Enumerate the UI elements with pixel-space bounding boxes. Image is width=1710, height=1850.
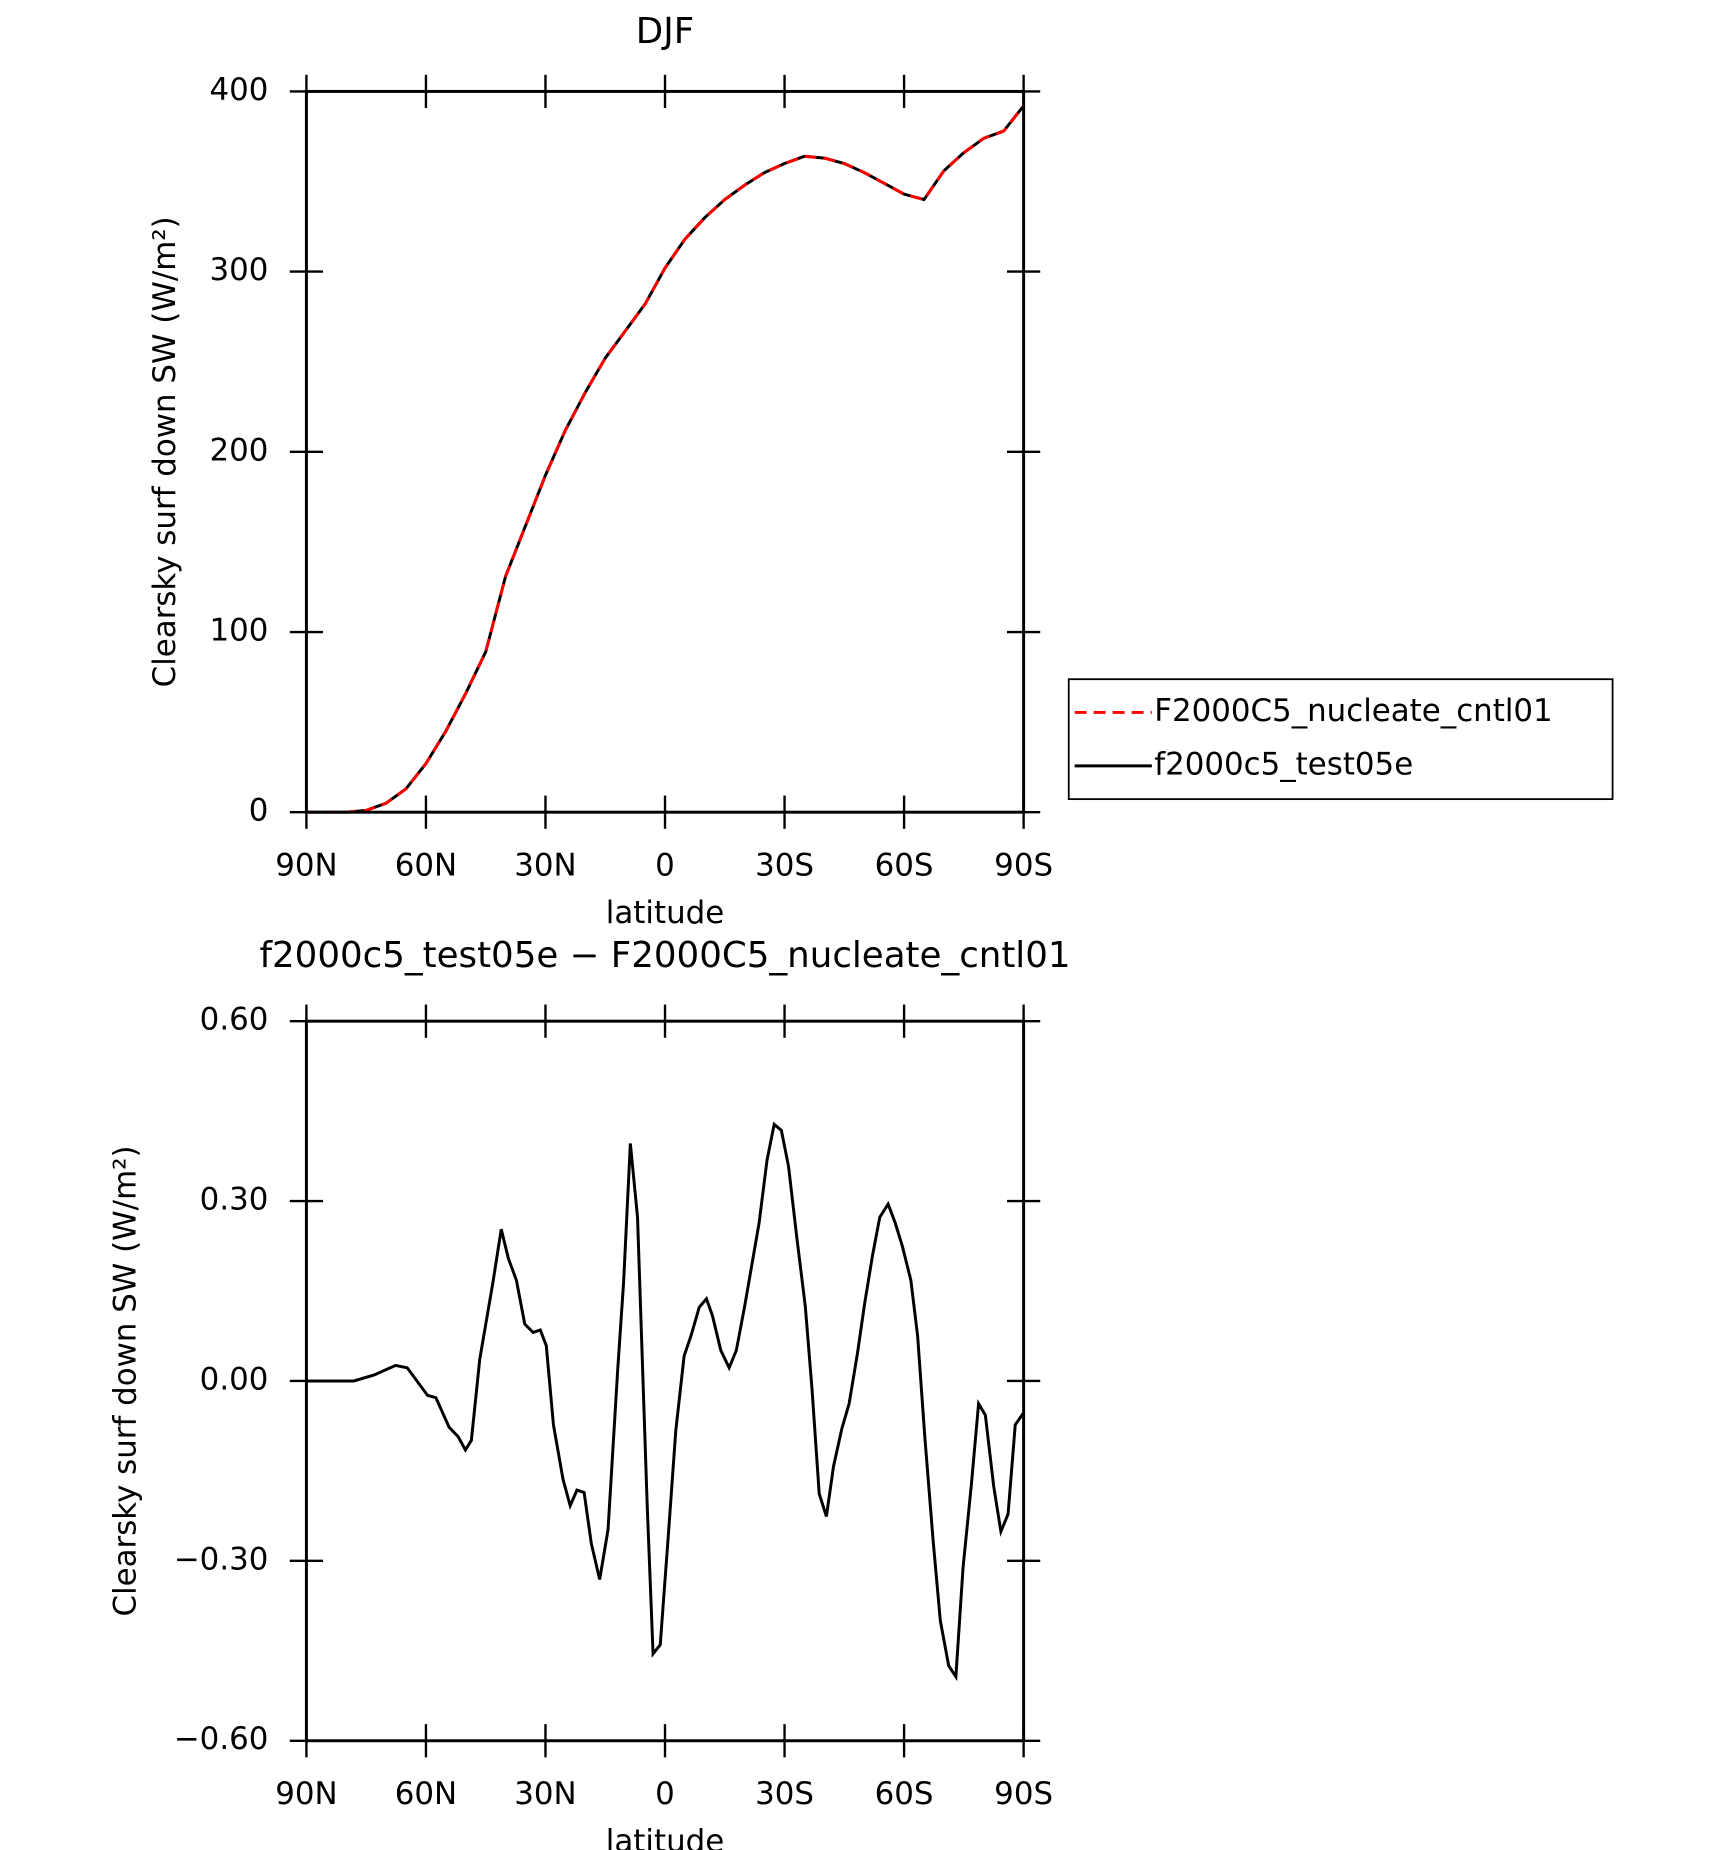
y-tick-label: 400 <box>210 72 269 108</box>
x-tick-label: 0 <box>655 1776 675 1812</box>
data-line <box>306 104 1025 814</box>
chart-title: f2000c5_test05e − F2000C5_nucleate_cntl0… <box>259 935 1070 976</box>
plot-frame <box>304 1019 1026 1743</box>
legend-label: f2000c5_test05e <box>1154 746 1413 782</box>
y-tick-label: 100 <box>210 613 269 649</box>
y-tick-label: 300 <box>210 252 269 288</box>
x-tick-label: 60N <box>395 1776 457 1812</box>
x-tick-label: 30N <box>514 1776 576 1812</box>
legend: F2000C5_nucleate_cntl01 f2000c5_test05e <box>1067 678 1614 801</box>
legend-box <box>1067 678 1614 801</box>
data-line <box>306 104 1025 814</box>
x-axis-label: latitude <box>606 895 724 931</box>
x-tick-label: 30S <box>755 1776 814 1812</box>
y-tick-label: 0.60 <box>200 1002 269 1038</box>
y-axis-label: Clearsky surf down SW (W/m²) <box>108 1145 144 1616</box>
x-tick-label: 0 <box>655 847 675 883</box>
x-tick-label: 60N <box>395 847 457 883</box>
x-tick-label: 30N <box>514 847 576 883</box>
x-tick-label: 90N <box>275 847 337 883</box>
y-tick-label: 0.00 <box>200 1361 269 1397</box>
x-tick-label: 90S <box>994 1776 1053 1812</box>
y-tick-label: −0.30 <box>174 1541 269 1577</box>
x-tick-label: 60S <box>875 1776 934 1812</box>
x-tick-label: 60S <box>875 847 934 883</box>
y-tick-label: 200 <box>210 432 269 468</box>
plot-frame <box>304 89 1026 814</box>
y-axis-label: Clearsky surf down SW (W/m²) <box>147 216 183 687</box>
x-tick-label: 30S <box>755 847 814 883</box>
legend-label: F2000C5_nucleate_cntl01 <box>1154 693 1552 729</box>
x-tick-label: 90S <box>994 847 1053 883</box>
x-axis-label: latitude <box>606 1823 724 1850</box>
y-tick-label: 0.30 <box>200 1182 269 1218</box>
y-tick-label: −0.60 <box>174 1721 269 1757</box>
x-tick-label: 90N <box>275 1776 337 1812</box>
y-tick-label: 0 <box>249 793 269 829</box>
chart-title: DJF <box>636 11 694 52</box>
data-line <box>306 1121 1025 1682</box>
